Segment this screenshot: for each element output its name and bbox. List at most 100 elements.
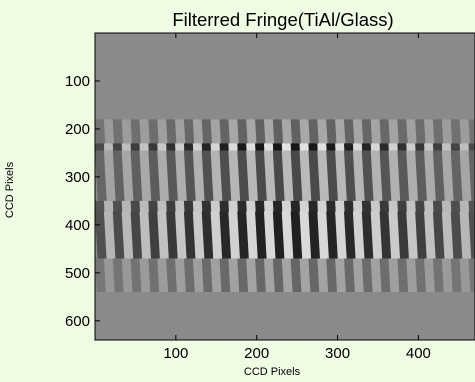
fringe-light-stripe (192, 200, 203, 212)
fringe-dark-stripe (415, 258, 426, 293)
fringe-dark-stripe (379, 150, 392, 201)
fringe-dark-stripe (148, 258, 160, 293)
y-tick-label: 300 (65, 169, 90, 186)
y-tick-label: 100 (65, 73, 90, 90)
fringe-light-stripe (263, 150, 276, 201)
plot-frame (94, 32, 475, 341)
fringe-dark-stripe (166, 150, 178, 201)
fringe-dark-stripe (432, 143, 443, 151)
fringe-light-stripe (228, 258, 240, 293)
fringe-light-stripe (352, 143, 363, 151)
fringe-light-stripe (157, 150, 169, 201)
fringe-light-stripe (121, 211, 134, 259)
fringe-light-stripe (103, 211, 116, 259)
fringe-light-stripe (299, 211, 312, 259)
fringe-dark-stripe (344, 211, 356, 259)
fringe-light-stripe (192, 258, 204, 293)
fringe-dark-stripe (272, 200, 283, 212)
fringe-dark-stripe (219, 143, 229, 151)
fringe-light-stripe (103, 150, 116, 201)
fringe-dark-stripe (95, 150, 107, 201)
fringe-dark-stripe (219, 150, 232, 201)
fringe-dark-stripe (272, 258, 284, 293)
fringe-light-stripe (388, 119, 399, 144)
fringe-dark-stripe (468, 143, 475, 151)
fringe-dark-stripe (183, 119, 195, 144)
fringe-dark-stripe (326, 258, 338, 293)
fringe-light-stripe (406, 200, 416, 212)
fringe-light-stripe (441, 143, 452, 151)
fringe-light-stripe (406, 143, 416, 151)
fringe-light-stripe (192, 119, 204, 144)
fringe-dark-stripe (112, 211, 125, 259)
fringe-dark-stripe (432, 200, 443, 212)
fringe-dark-stripe (272, 143, 283, 151)
fringe-light-stripe (335, 211, 347, 259)
fringe-light-stripe (317, 119, 328, 144)
fringe-dark-stripe (468, 119, 475, 144)
y-tick-label: 200 (65, 121, 90, 138)
fringe-light-stripe (246, 143, 256, 151)
fringe-dark-stripe (432, 119, 444, 144)
fringe-light-stripe (335, 119, 346, 144)
fringe-dark-stripe (112, 258, 124, 293)
fringe-light-stripe (210, 119, 221, 144)
fringe-dark-stripe (379, 119, 390, 144)
fringe-light-stripe (228, 119, 239, 144)
fringe-dark-stripe (344, 200, 354, 212)
fringe-dark-stripe (183, 200, 194, 212)
fringe-light-stripe (388, 211, 401, 259)
fringe-dark-stripe (255, 258, 266, 293)
fringe-dark-stripe (290, 143, 300, 151)
fringe-dark-stripe (201, 143, 212, 151)
fringe-dark-stripe (272, 150, 285, 201)
fringe-light-stripe (441, 211, 454, 259)
fringe-light-stripe (246, 258, 257, 293)
fringe-dark-stripe (237, 258, 249, 293)
fringe-dark-stripe (255, 143, 265, 151)
fringe-light-stripe (388, 150, 401, 201)
fringe-dark-stripe (290, 200, 301, 212)
fringe-dark-stripe (255, 200, 265, 212)
y-tick-label: 600 (65, 313, 90, 330)
fringe-light-stripe (406, 211, 418, 259)
fringe-dark-stripe (95, 200, 105, 212)
fringe-dark-stripe (166, 200, 176, 212)
fringe-dark-stripe (415, 143, 425, 151)
fringe-light-stripe (139, 211, 152, 259)
fringe-dark-stripe (272, 211, 285, 259)
fringe-light-stripe (281, 119, 293, 144)
fringe-light-stripe (406, 150, 419, 201)
fringe-light-stripe (317, 211, 329, 259)
fringe-dark-stripe (344, 258, 355, 293)
fringe-dark-stripe (450, 211, 463, 259)
fringe-light-stripe (388, 200, 398, 212)
fringe-dark-stripe (361, 119, 373, 144)
fringe-dark-stripe (326, 200, 336, 212)
fringe-light-stripe (103, 258, 115, 293)
fringe-dark-stripe (397, 211, 409, 259)
fringe-image (95, 119, 475, 293)
fringe-light-stripe (175, 150, 187, 201)
fringe-light-stripe (228, 200, 238, 212)
fringe-dark-stripe (361, 211, 374, 259)
plot-area (94, 32, 475, 341)
fringe-dark-stripe (326, 211, 338, 259)
fringe-light-stripe (157, 200, 167, 212)
fringe-dark-stripe (237, 211, 249, 259)
fringe-light-stripe (210, 150, 223, 201)
fringe-dark-stripe (415, 119, 426, 144)
fringe-light-stripe (246, 200, 256, 212)
x-axis-label: CCD Pixels (244, 366, 301, 378)
fringe-light-stripe (246, 211, 258, 259)
fringe-dark-stripe (326, 143, 336, 151)
fringe-light-stripe (459, 119, 470, 144)
fringe-dark-stripe (201, 200, 212, 212)
fringe-dark-stripe (344, 119, 355, 144)
fringe-light-stripe (157, 143, 167, 151)
fringe-dark-stripe (361, 150, 374, 201)
fringe-light-stripe (228, 143, 238, 151)
fringe-light-stripe (175, 143, 185, 151)
fringe-light-stripe (459, 143, 469, 151)
fringe-light-stripe (139, 150, 152, 201)
